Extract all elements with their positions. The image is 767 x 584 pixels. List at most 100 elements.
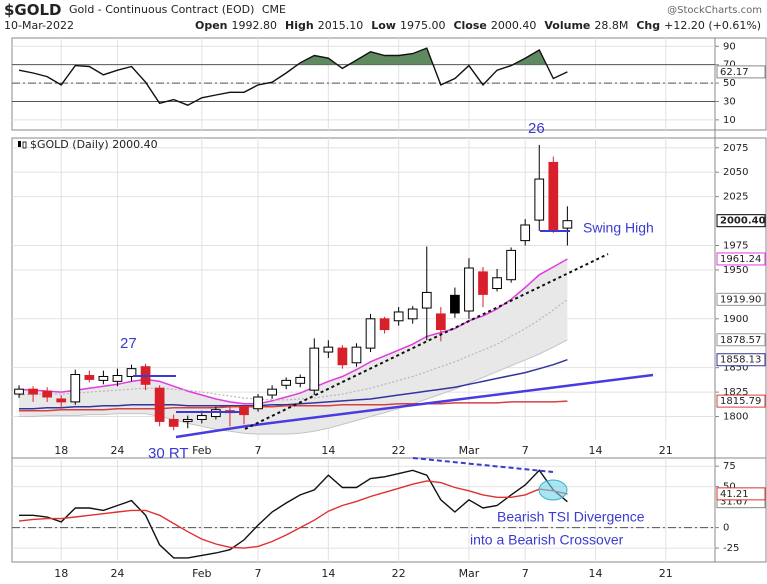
crossover-highlight bbox=[538, 479, 568, 501]
x-tick-label: 22 bbox=[392, 444, 406, 457]
stat-value: 2015.10 bbox=[318, 19, 364, 32]
overbought-fill bbox=[19, 48, 568, 65]
x-tick-label: Mar bbox=[459, 444, 480, 457]
annotation: 30 RT bbox=[148, 445, 189, 462]
value-label: 62.17 bbox=[720, 67, 749, 78]
band-edge bbox=[19, 339, 568, 435]
y-tick-label: 1900 bbox=[723, 314, 748, 325]
value-box bbox=[716, 487, 766, 501]
candle-body bbox=[267, 388, 277, 396]
candle-body bbox=[450, 294, 460, 314]
candle-body bbox=[520, 224, 531, 242]
legend-icon bbox=[18, 141, 21, 147]
stat-value: 1975.00 bbox=[400, 19, 446, 32]
candle-body bbox=[98, 375, 109, 381]
exchange: CME bbox=[262, 3, 286, 16]
y-tick-label: 70 bbox=[723, 60, 736, 71]
value-label: 31.67 bbox=[720, 497, 749, 508]
y-tick-label: 1950 bbox=[723, 265, 748, 276]
x-tick-label: 7 bbox=[255, 444, 262, 457]
candle-body bbox=[506, 249, 516, 281]
moving-average bbox=[18, 258, 568, 405]
moving-average bbox=[19, 358, 568, 410]
stat-value: 1992.80 bbox=[232, 19, 278, 32]
x-tick-label: 22 bbox=[392, 567, 406, 580]
x-tick-label: 7 bbox=[522, 567, 529, 580]
y-tick-label: 0 bbox=[723, 523, 729, 534]
candle-body bbox=[56, 398, 67, 403]
y-tick-label: 90 bbox=[723, 41, 736, 52]
x-tick-label: 24 bbox=[110, 444, 124, 457]
indicator-line bbox=[19, 469, 568, 559]
panel-frame bbox=[11, 457, 767, 563]
y-tick-label: 2050 bbox=[723, 167, 748, 178]
value-label: 1919.90 bbox=[720, 294, 761, 305]
candle-body bbox=[407, 308, 418, 320]
x-tick-label: 14 bbox=[588, 567, 602, 580]
header-line: $GOLD Gold - Continuous Contract (EOD) C… bbox=[4, 1, 286, 19]
stat-label: High bbox=[285, 19, 314, 32]
value-box bbox=[716, 353, 766, 367]
y-tick-label: 1800 bbox=[723, 412, 748, 423]
x-tick-label: 14 bbox=[321, 567, 335, 580]
y-tick-label: 10 bbox=[723, 115, 736, 126]
stat-label: Low bbox=[371, 19, 396, 32]
candle-body bbox=[365, 318, 376, 349]
y-tick-label: 2025 bbox=[723, 192, 748, 203]
x-tick-label: Feb bbox=[192, 444, 211, 457]
x-tick-label: 24 bbox=[110, 567, 124, 580]
x-tick-label: 18 bbox=[54, 567, 68, 580]
annotation: 26 bbox=[528, 120, 545, 137]
stat-label: Chg bbox=[636, 19, 660, 32]
candle-body bbox=[196, 415, 207, 420]
y-tick-label: 30 bbox=[723, 96, 736, 107]
value-label: 2000.40 bbox=[720, 216, 766, 227]
value-label: 1878.57 bbox=[720, 335, 761, 346]
y-tick-label: -25 bbox=[723, 543, 739, 554]
annotation: Bearish TSI Divergence bbox=[497, 509, 645, 525]
y-tick-label: 2075 bbox=[723, 143, 748, 154]
legend-icon bbox=[22, 141, 27, 149]
source: @StockCharts.com bbox=[667, 5, 762, 16]
x-tick-label: 21 bbox=[659, 567, 673, 580]
candle-body bbox=[126, 368, 137, 377]
panel-frame bbox=[11, 37, 767, 131]
plot-area: 18 18 24 24 Feb Feb 7 7 14 14 22 22 Mar Mar 7 7 14 14 21 21… bbox=[11, 37, 767, 580]
value-label: 1961.24 bbox=[720, 254, 761, 265]
stat-value: 28.8M bbox=[594, 19, 628, 32]
trend-line-dotted bbox=[244, 253, 609, 430]
x-tick-label: 14 bbox=[588, 444, 602, 457]
candle-body bbox=[421, 291, 432, 309]
candle-body bbox=[28, 388, 38, 395]
x-tick-label: Mar bbox=[459, 567, 480, 580]
stat-value: +12.20 (+0.61%) bbox=[664, 19, 761, 32]
value-box bbox=[716, 333, 766, 347]
stat-label: Open bbox=[195, 19, 228, 32]
indicator-line bbox=[18, 480, 568, 549]
symbol: $GOLD bbox=[4, 1, 62, 19]
indicator-line bbox=[18, 47, 568, 106]
candle-body bbox=[562, 220, 573, 229]
candle-body bbox=[281, 379, 292, 386]
stat-value: 2000.40 bbox=[491, 19, 537, 32]
candle-body bbox=[239, 406, 249, 416]
x-tick-label: 21 bbox=[659, 444, 673, 457]
candle-body bbox=[182, 418, 193, 422]
y-tick-label: 1850 bbox=[723, 363, 748, 374]
candle-body bbox=[154, 387, 165, 422]
instrument-name: Gold - Continuous Contract (EOD) bbox=[69, 3, 254, 16]
legend: $GOLD (Daily) 2000.40 bbox=[18, 138, 158, 151]
x-tick-label: 18 bbox=[54, 444, 68, 457]
stats: Open 1992.80 High 2015.10 Low 1975.00 Close 200… bbox=[195, 19, 761, 32]
candle-body bbox=[14, 388, 24, 395]
candle-body bbox=[464, 267, 474, 312]
stat-label: Close bbox=[453, 19, 486, 32]
x-tick-label: 7 bbox=[255, 567, 262, 580]
value-box bbox=[716, 214, 766, 228]
annotation: Swing High bbox=[583, 220, 654, 236]
y-tick-label: 75 bbox=[723, 461, 736, 472]
candle-body bbox=[534, 178, 545, 221]
candle-body bbox=[211, 409, 221, 418]
value-label: 1815.79 bbox=[720, 396, 761, 407]
